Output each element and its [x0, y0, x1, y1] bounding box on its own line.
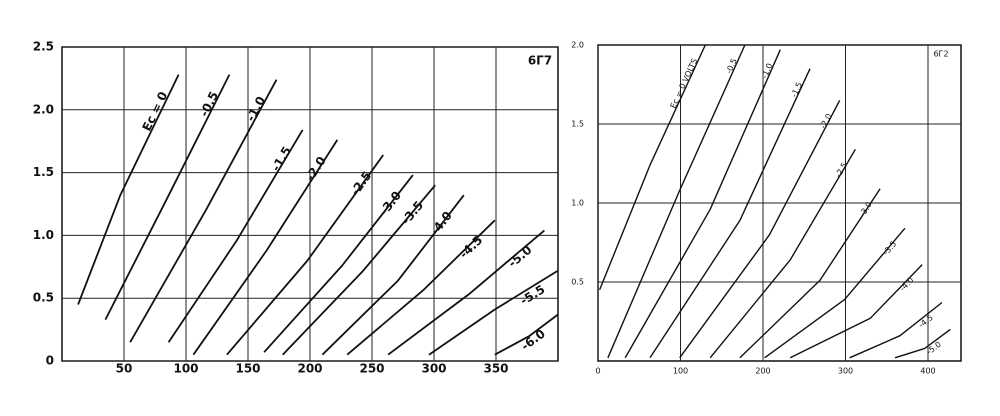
- chart-title: 6Г2: [933, 50, 948, 59]
- curve: [167, 129, 304, 343]
- curve: [607, 44, 746, 359]
- curve-label: -1.0: [243, 94, 268, 124]
- curve: [679, 99, 841, 359]
- curve: [129, 79, 278, 343]
- curve-label: -3.5: [881, 239, 898, 257]
- x-tick-label: 400: [920, 367, 935, 376]
- x-tick-label: 50: [116, 362, 133, 376]
- chart-panel: 0.5 1.0 1.5 2.0 0 100 200 300 400 6Г2 Ec = 0 VOLTS…: [571, 41, 962, 376]
- x-tick-label: 100: [173, 362, 198, 376]
- curve: [739, 188, 881, 359]
- curve: [494, 313, 559, 356]
- y-tick-label: 2.0: [571, 41, 584, 50]
- y-tick-label: 2.5: [33, 40, 54, 54]
- curve: [387, 229, 545, 356]
- y-tick-label: 1.5: [33, 165, 54, 179]
- curve: [282, 184, 436, 356]
- curve-label: -0.5: [724, 57, 739, 75]
- curve: [789, 264, 923, 359]
- y-tick-label: 1.5: [571, 120, 584, 129]
- curve: [598, 44, 706, 291]
- x-tick-label: 250: [359, 362, 384, 376]
- curve-label: -4.0: [898, 275, 915, 292]
- curve-label: -1.5: [269, 144, 294, 174]
- curve-label: -6.0: [518, 327, 547, 354]
- curve-label: -3.5: [399, 198, 427, 227]
- curve: [428, 269, 559, 356]
- curve: [764, 227, 906, 359]
- y-tick-label: 0: [46, 354, 54, 368]
- curve-label: -1.0: [760, 62, 775, 80]
- x-tick-label: 350: [483, 362, 508, 376]
- curve: [321, 194, 465, 356]
- x-tick-label: 150: [235, 362, 260, 376]
- chart-panel: 0 0.5 1.0 1.5 2.0 2.5 50 100 150 200 250 300 350 6Г7 E…: [33, 40, 559, 376]
- curve: [649, 68, 811, 359]
- x-tick-label: 200: [297, 362, 322, 376]
- chart-title: 6Г7: [528, 54, 552, 68]
- curve-label: Ec = 0 VOLTS: [669, 57, 700, 110]
- curve: [624, 49, 781, 359]
- y-tick-label: 2.0: [33, 102, 54, 116]
- y-tick-label: 1.0: [571, 199, 584, 208]
- y-tick-label: 0.5: [571, 278, 584, 287]
- curve-label: -5.5: [518, 282, 548, 308]
- curve: [894, 328, 951, 359]
- y-tick-label: 1.0: [33, 228, 54, 242]
- curve-label: -4.5: [457, 233, 486, 261]
- y-tick-label: 0.5: [33, 291, 54, 305]
- x-tick-label: 300: [421, 362, 446, 376]
- curve: [849, 301, 943, 359]
- curve: [226, 154, 384, 356]
- curve: [709, 148, 857, 359]
- curve: [77, 74, 180, 305]
- x-tick-label: 0: [595, 367, 600, 376]
- curve: [104, 74, 231, 321]
- x-tick-label: 200: [755, 367, 770, 376]
- curve: [192, 139, 339, 356]
- curve-label: -4.5: [917, 313, 935, 330]
- curve: [263, 174, 414, 353]
- curve-label: -1.5: [789, 81, 804, 99]
- curve-label: Ec = 0: [139, 89, 170, 133]
- x-tick-label: 100: [673, 367, 688, 376]
- x-tick-label: 300: [838, 367, 853, 376]
- curve: [346, 219, 496, 356]
- curve-label: -5.0: [505, 243, 534, 271]
- curve-label: -0.5: [197, 89, 221, 119]
